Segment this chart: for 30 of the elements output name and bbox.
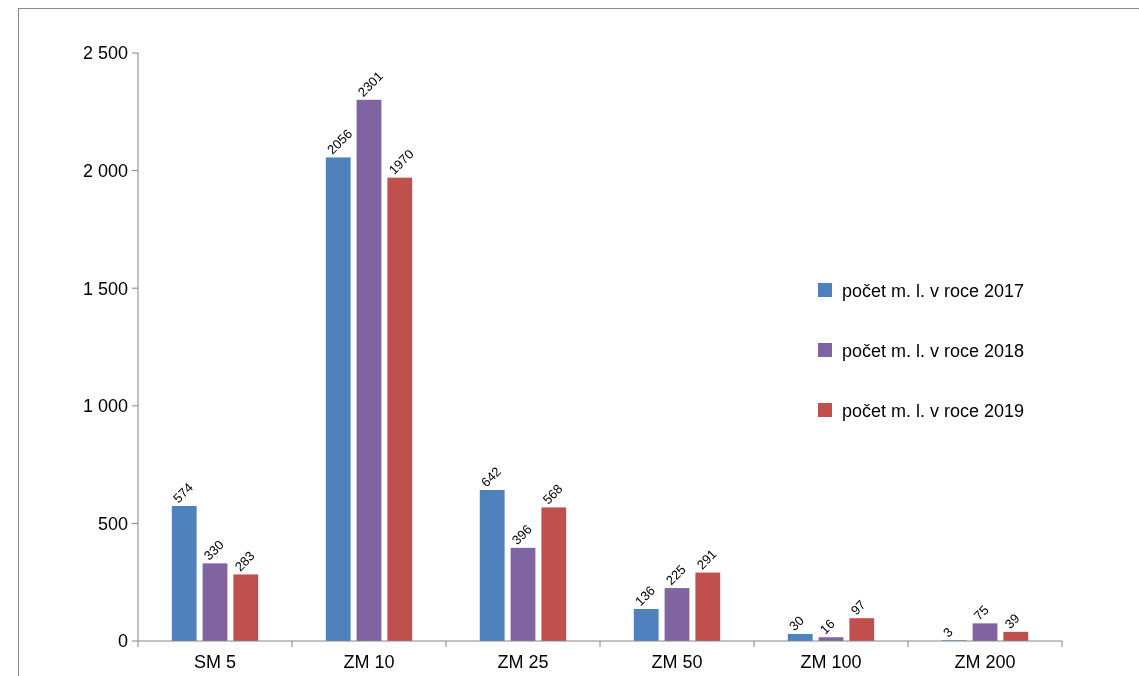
y-tick-label: 2 000 bbox=[82, 160, 128, 181]
data-label: 574 bbox=[170, 479, 197, 506]
y-tick-label: 1 500 bbox=[82, 278, 128, 299]
x-tick-label: SM 5 bbox=[193, 652, 237, 672]
x-tick-label: ZM 10 bbox=[343, 652, 395, 672]
y-tick-label: 500 bbox=[97, 513, 128, 534]
legend-label: počet m. l. v roce 2019 bbox=[842, 401, 1025, 422]
data-label: 30 bbox=[786, 612, 807, 634]
data-label: 225 bbox=[662, 561, 689, 588]
data-label: 642 bbox=[478, 463, 505, 490]
data-label: 75 bbox=[970, 602, 992, 624]
data-label: 396 bbox=[508, 521, 535, 548]
data-label: 39 bbox=[1001, 610, 1023, 632]
data-label: 291 bbox=[693, 546, 720, 573]
data-label: 16 bbox=[816, 616, 838, 638]
legend-label: počet m. l. v roce 2018 bbox=[842, 341, 1025, 362]
x-tick-label: ZM 100 bbox=[800, 652, 862, 672]
x-tick-label: ZM 25 bbox=[497, 652, 549, 672]
y-tick-label: 1 000 bbox=[82, 396, 128, 417]
data-label: 330 bbox=[200, 537, 227, 564]
data-label: 136 bbox=[632, 582, 659, 609]
y-tick-label: 0 bbox=[117, 631, 128, 652]
legend-label: počet m. l. v roce 2017 bbox=[842, 281, 1025, 302]
x-tick-label: ZM 200 bbox=[954, 652, 1016, 672]
data-label: 97 bbox=[847, 597, 869, 618]
data-label: 3 bbox=[940, 624, 956, 641]
data-label: 283 bbox=[231, 548, 258, 575]
y-tick-label: 2 500 bbox=[82, 43, 128, 64]
x-tick-label: ZM 50 bbox=[651, 652, 703, 672]
data-label: 568 bbox=[539, 481, 566, 508]
